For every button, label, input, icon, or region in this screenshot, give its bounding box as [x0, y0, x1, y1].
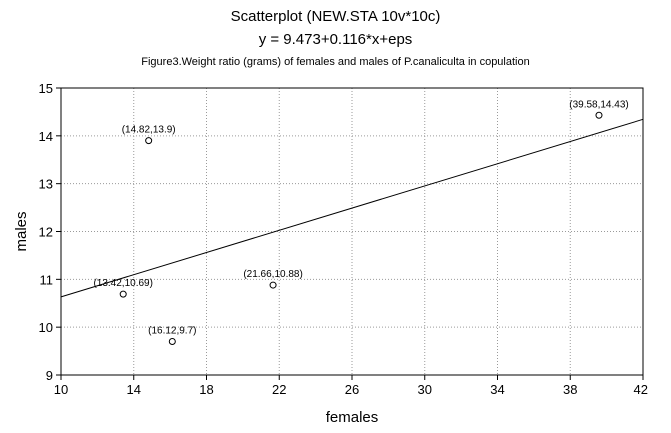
data-point: [168, 338, 176, 346]
point-label: (39.58,14.43): [569, 99, 629, 110]
x-tick-label: 10: [54, 382, 68, 397]
x-axis-ticks: 10 14 18 22 26 30 34 38 42: [54, 375, 648, 397]
y-tick-label: 10: [39, 320, 53, 335]
data-point: [145, 137, 153, 145]
point-label: (14.82,13.9): [122, 125, 176, 136]
grid-lines: [61, 88, 643, 375]
data-point: [269, 281, 277, 289]
chart-title: Scatterplot (NEW.STA 10v*10c): [230, 8, 441, 25]
point-labels: (13.42,10.69) (14.82,13.9) (16.12,9.7) (21.…: [93, 99, 628, 336]
data-point: [119, 290, 127, 298]
x-tick-label: 22: [272, 382, 286, 397]
x-tick-label: 38: [563, 382, 577, 397]
regression-line: [60, 118, 644, 298]
x-tick-label: 30: [418, 382, 432, 397]
x-tick-label: 26: [345, 382, 359, 397]
chart-subtitle: y = 9.473+0.116*x+eps: [258, 31, 413, 48]
chart-caption: Figure3.Weight ratio (grams) of females …: [141, 56, 530, 68]
x-tick-label: 14: [127, 382, 141, 397]
point-label: (13.42,10.69): [93, 278, 153, 289]
y-tick-label: 15: [39, 81, 53, 96]
data-point: [595, 111, 603, 119]
y-tick-label: 12: [39, 225, 53, 240]
y-tick-label: 11: [40, 272, 54, 287]
y-axis-ticks: 9 10 11 12 13 14 15: [39, 81, 61, 383]
point-label: (16.12,9.7): [148, 326, 196, 337]
data-points: [119, 111, 603, 346]
point-label: (21.66,10.88): [243, 269, 303, 280]
y-tick-label: 13: [39, 177, 53, 192]
x-axis-label: females: [326, 409, 379, 426]
y-tick-label: 9: [46, 368, 53, 383]
y-axis-label: males: [13, 211, 30, 251]
x-tick-label: 42: [634, 382, 648, 397]
x-tick-label: 18: [199, 382, 213, 397]
y-tick-label: 14: [39, 129, 53, 144]
x-tick-label: 34: [490, 382, 504, 397]
